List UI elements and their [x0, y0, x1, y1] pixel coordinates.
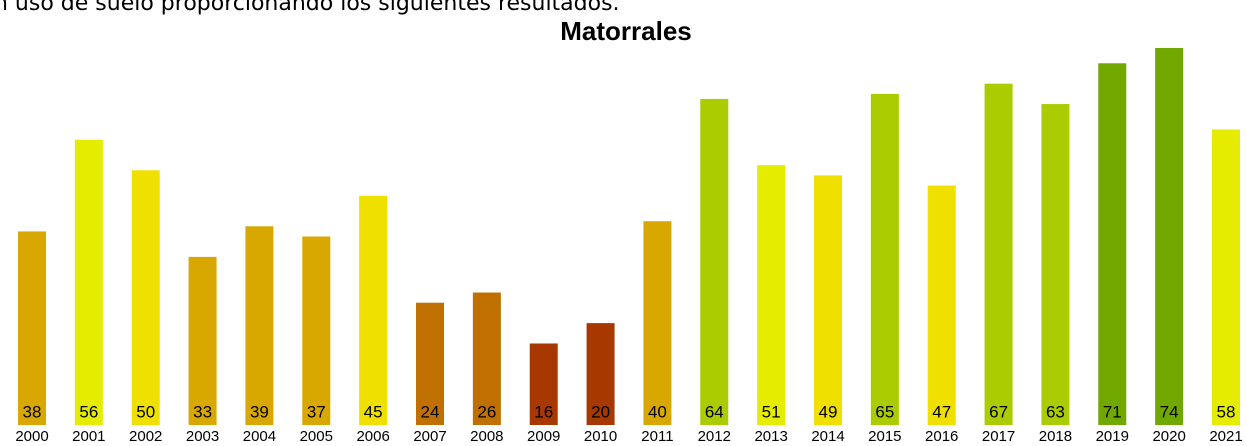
- x-tick-label: 2002: [129, 428, 162, 445]
- value-label: 37: [307, 402, 326, 421]
- bar: [74, 139, 103, 425]
- bar: [131, 170, 160, 425]
- value-label: 45: [364, 402, 383, 421]
- x-tick-label: 2009: [527, 428, 560, 445]
- bar: [416, 302, 444, 425]
- x-tick-label: 2006: [356, 428, 389, 445]
- bar: [586, 323, 615, 425]
- x-tick-label: 2019: [1096, 428, 1129, 445]
- bar: [18, 231, 46, 425]
- value-label: 33: [193, 402, 212, 421]
- bar: [1041, 104, 1070, 426]
- value-label: 49: [819, 402, 838, 421]
- x-tick-label: 2005: [300, 428, 333, 445]
- x-tick-label: 2004: [243, 428, 276, 445]
- value-label: 16: [534, 402, 553, 421]
- x-tick-label: 2017: [982, 428, 1015, 445]
- bar: [529, 343, 558, 425]
- bar: [1098, 63, 1127, 425]
- x-tick-label: 2000: [15, 428, 48, 445]
- value-label: 58: [1217, 402, 1236, 421]
- x-tick-label: 2013: [754, 428, 787, 445]
- bar: [1212, 129, 1240, 425]
- x-tick-label: 2016: [925, 428, 958, 445]
- value-label: 47: [932, 402, 951, 421]
- x-tick-label: 2021: [1209, 428, 1242, 445]
- x-tick-label: 2020: [1152, 428, 1185, 445]
- value-label: 67: [989, 402, 1008, 421]
- value-label: 74: [1160, 402, 1179, 421]
- bar: [700, 98, 729, 425]
- x-tick-label: 2007: [413, 428, 446, 445]
- value-label: 38: [23, 402, 42, 421]
- value-label: 20: [591, 402, 610, 421]
- x-tick-label: 2014: [811, 428, 844, 445]
- value-label: 63: [1046, 402, 1065, 421]
- bar: [757, 165, 786, 426]
- value-label: 64: [705, 402, 724, 421]
- x-tick-label: 2018: [1039, 428, 1072, 445]
- x-tick-label: 2015: [868, 428, 901, 445]
- bar: [870, 93, 899, 425]
- bar: [359, 195, 388, 425]
- bar: [814, 175, 842, 425]
- bar: [188, 256, 217, 425]
- x-tick-label: 2008: [470, 428, 503, 445]
- value-label: 40: [648, 402, 667, 421]
- bar: [302, 236, 331, 425]
- x-tick-label: 2011: [641, 428, 673, 445]
- x-tick-label: 2001: [72, 428, 105, 445]
- value-label: 51: [762, 402, 781, 421]
- intro-text: n uso de suelo proporcionando los siguie…: [0, 0, 620, 16]
- value-label: 71: [1103, 402, 1122, 421]
- x-tick-label: 2003: [186, 428, 219, 445]
- value-label: 39: [250, 402, 269, 421]
- x-tick-label: 2012: [698, 428, 731, 445]
- chart-title: Matorrales: [560, 16, 692, 46]
- bar: [927, 185, 956, 425]
- value-label: 24: [421, 402, 440, 421]
- bar: [1155, 48, 1184, 425]
- value-label: 65: [875, 402, 894, 421]
- value-label: 56: [79, 402, 98, 421]
- bar: [472, 292, 501, 425]
- value-label: 26: [477, 402, 496, 421]
- value-label: 50: [136, 402, 155, 421]
- x-tick-label: 2010: [584, 428, 617, 445]
- bar: [245, 226, 274, 425]
- bar: [643, 221, 672, 425]
- bar: [984, 83, 1013, 425]
